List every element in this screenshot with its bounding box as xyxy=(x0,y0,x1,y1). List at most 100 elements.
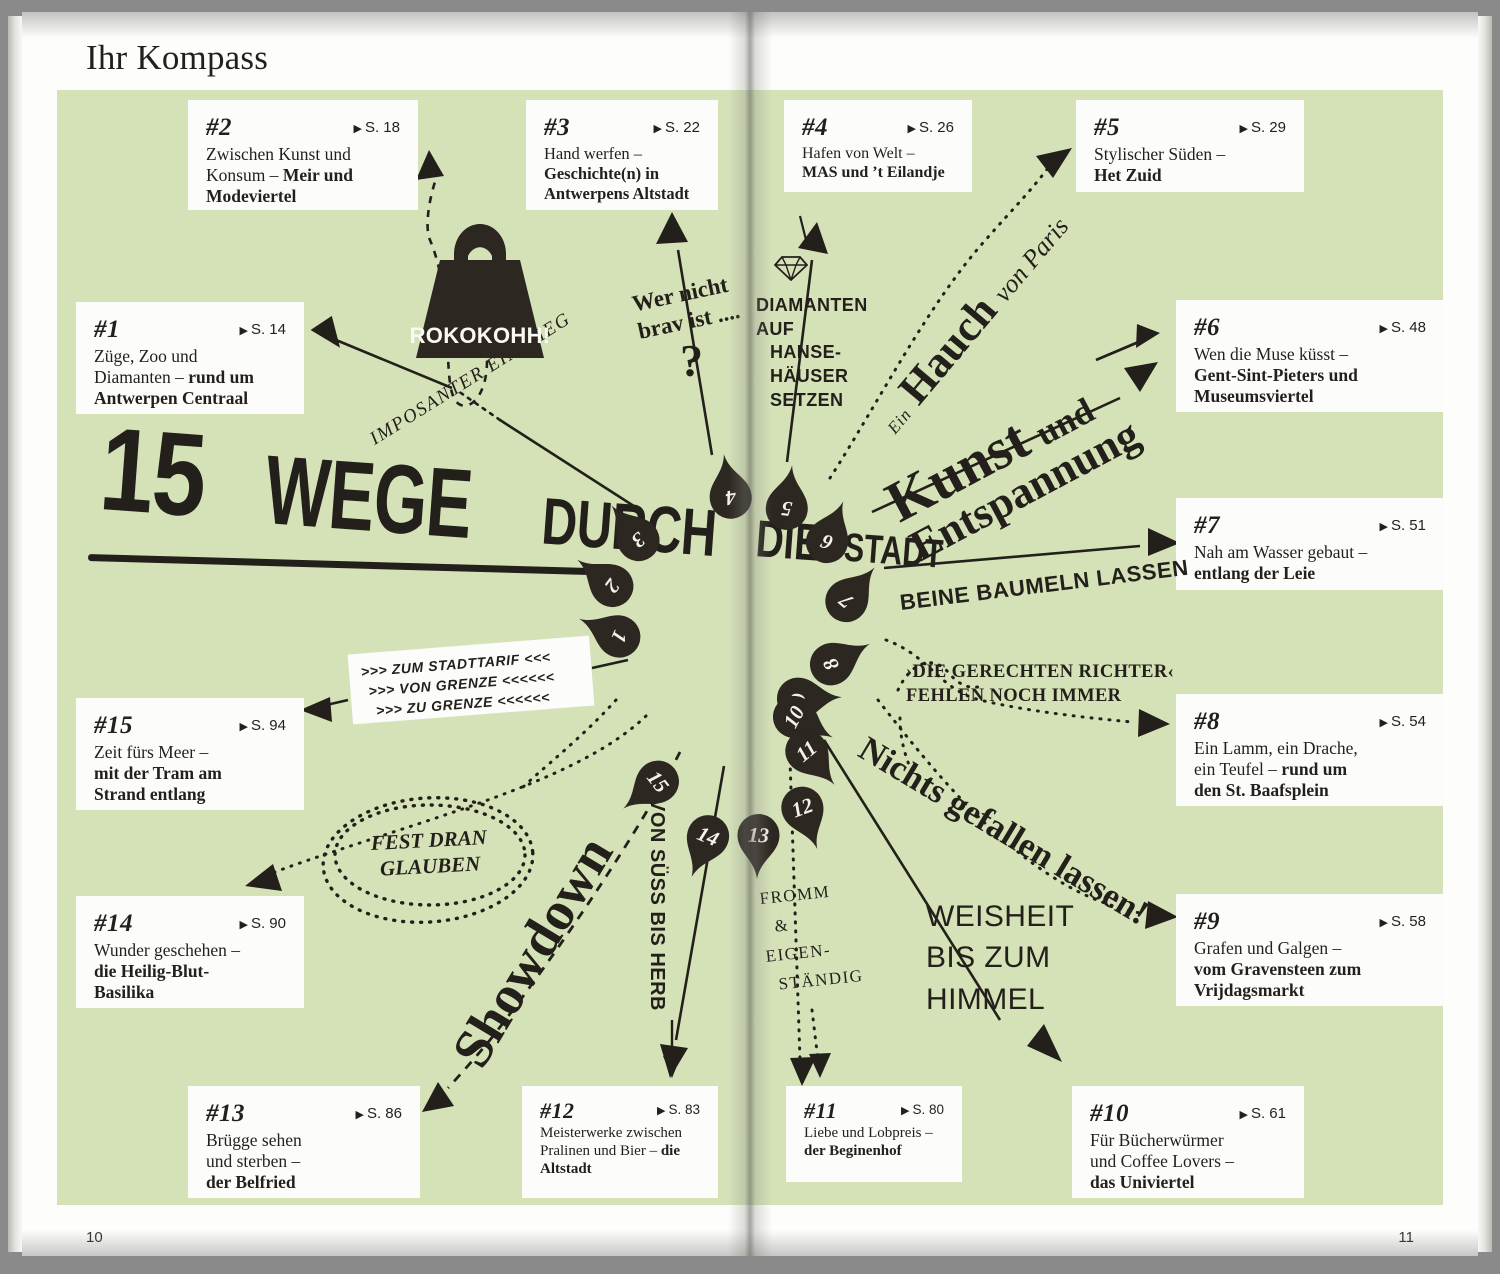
card-12[interactable]: #12 ▶ S. 83 Meisterwerke zwischen Praline… xyxy=(522,1086,718,1198)
map-pin-5[interactable]: 5 xyxy=(760,460,814,537)
card-page-ref: ▶ S. 14 xyxy=(239,321,287,338)
card-number: #11 xyxy=(804,1098,838,1123)
map-pin-13[interactable]: 13 xyxy=(734,808,782,882)
card-5[interactable]: #5 ▶ S. 29 Stylischer Süden – Het Zuid xyxy=(1076,100,1304,192)
pin-label: 5 xyxy=(780,496,793,521)
card-15[interactable]: #15 ▶ S. 94 Zeit fürs Meer – mit der Tram… xyxy=(76,698,304,810)
card-body: Liebe und Lobpreis – der Beginenhof xyxy=(804,1125,933,1160)
card-number: #8 xyxy=(1194,708,1220,735)
map-pin-2[interactable]: 2 xyxy=(562,540,647,620)
card-page-ref: ▶ S. 83 xyxy=(657,1102,700,1117)
triangle-icon: ▶ xyxy=(1379,323,1388,335)
card-number: #9 xyxy=(1194,908,1220,935)
card-9[interactable]: #9 ▶ S. 58 Grafen und Galgen – vom Graven… xyxy=(1176,894,1444,1006)
card-header: #10 ▶ S. 61 xyxy=(1090,1100,1288,1130)
pin-shape: 2 xyxy=(577,559,634,608)
page-edge-left xyxy=(8,16,24,1252)
card-header: #9 ▶ S. 58 xyxy=(1194,908,1428,938)
pin-shape: 15 xyxy=(623,760,680,810)
triangle-icon: ▶ xyxy=(355,1109,364,1121)
card-6[interactable]: #6 ▶ S. 48 Wen die Muse küsst – Gent-Sint… xyxy=(1176,300,1444,412)
map-pin-4[interactable]: 4 xyxy=(701,449,758,527)
triangle-icon: ▶ xyxy=(1379,717,1388,729)
pin-shape: 13 xyxy=(737,813,780,879)
card-14[interactable]: #14 ▶ S. 90 Wunder geschehen – die Heilig… xyxy=(76,896,304,1008)
pin-shape: 6 xyxy=(806,500,849,563)
card-body: Hand werfen – Geschichte(n) in Antwerpen… xyxy=(544,144,690,203)
card-body: Stylischer Süden – Het Zuid xyxy=(1094,144,1226,186)
card-number: #15 xyxy=(94,712,133,739)
card-header: #1 ▶ S. 14 xyxy=(94,316,288,346)
triangle-icon: ▶ xyxy=(239,325,248,337)
map-pin-6[interactable]: 6 xyxy=(796,490,866,574)
card-11[interactable]: #11 ▶ S. 80 Liebe und Lobpreis – der Begi… xyxy=(786,1086,962,1182)
card-number: #14 xyxy=(94,910,133,937)
card-body: Zwischen Kunst und Konsum – Meir und Mod… xyxy=(206,144,353,207)
card-body: Züge, Zoo und Diamanten – rund um Antwer… xyxy=(94,346,254,409)
pin-shape: 1 xyxy=(579,614,641,658)
card-page-ref: ▶ S. 48 xyxy=(1379,319,1427,336)
card-header: #8 ▶ S. 54 xyxy=(1194,708,1428,738)
card-header: #7 ▶ S. 51 xyxy=(1194,512,1428,542)
card-8[interactable]: #8 ▶ S. 54 Ein Lamm, ein Drache, ein Teuf… xyxy=(1176,694,1444,806)
triangle-icon: ▶ xyxy=(353,123,362,135)
card-header: #11 ▶ S. 80 xyxy=(804,1098,946,1124)
card-header: #3 ▶ S. 22 xyxy=(544,114,702,144)
folio-left: 10 xyxy=(86,1229,103,1246)
card-page-ref: ▶ S. 54 xyxy=(1379,713,1427,730)
triangle-icon: ▶ xyxy=(239,919,248,931)
map-pin-1[interactable]: 1 xyxy=(568,597,652,668)
card-body: Grafen und Galgen – vom Gravensteen zum … xyxy=(1194,938,1362,1001)
card-body: Wen die Muse küsst – Gent-Sint-Pieters u… xyxy=(1194,344,1358,407)
card-1[interactable]: #1 ▶ S. 14 Züge, Zoo und Diamanten – rund… xyxy=(76,302,304,414)
card-2[interactable]: #2 ▶ S. 18 Zwischen Kunst und Konsum – Me… xyxy=(188,100,418,210)
card-body: Nah am Wasser gebaut – entlang der Leie xyxy=(1194,542,1368,584)
card-page-ref: ▶ S. 80 xyxy=(901,1102,944,1117)
card-number: #5 xyxy=(1094,114,1120,141)
map-pin-14[interactable]: 14 xyxy=(669,804,739,888)
card-number: #2 xyxy=(206,114,232,141)
card-number: #12 xyxy=(540,1098,575,1123)
card-13[interactable]: #13 ▶ S. 86 Brügge sehen und sterben – de… xyxy=(188,1086,420,1198)
map-pin-10[interactable]: 10 xyxy=(760,684,845,758)
card-number: #13 xyxy=(206,1100,245,1127)
page-edge-right xyxy=(1476,16,1492,1252)
card-header: #2 ▶ S. 18 xyxy=(206,114,402,144)
card-header: #5 ▶ S. 29 xyxy=(1094,114,1288,144)
triangle-icon: ▶ xyxy=(1379,917,1388,929)
pin-label: 13 xyxy=(747,823,769,848)
card-10[interactable]: #10 ▶ S. 61 Für Bücherwürmer und Coffee L… xyxy=(1072,1086,1304,1198)
card-page-ref: ▶ S. 26 xyxy=(907,119,955,136)
triangle-icon: ▶ xyxy=(657,1105,666,1117)
triangle-icon: ▶ xyxy=(239,721,248,733)
folio-right: 11 xyxy=(1398,1229,1414,1246)
triangle-icon: ▶ xyxy=(1239,1109,1248,1121)
card-7[interactable]: #7 ▶ S. 51 Nah am Wasser gebaut – entlang… xyxy=(1176,498,1444,590)
map-pin-15[interactable]: 15 xyxy=(608,748,693,829)
card-number: #4 xyxy=(802,114,828,141)
card-page-ref: ▶ S. 22 xyxy=(653,119,701,136)
pin-shape: 5 xyxy=(765,464,808,530)
card-number: #7 xyxy=(1194,512,1220,539)
triangle-icon: ▶ xyxy=(653,123,662,135)
card-page-ref: ▶ S. 61 xyxy=(1239,1105,1287,1122)
map-pin-8[interactable]: 8 xyxy=(797,622,882,696)
card-number: #10 xyxy=(1090,1100,1129,1127)
pin-shape: 8 xyxy=(809,642,870,686)
card-number: #6 xyxy=(1194,314,1220,341)
card-header: #4 ▶ S. 26 xyxy=(802,114,956,144)
card-3[interactable]: #3 ▶ S. 22 Hand werfen – Geschichte(n) in… xyxy=(526,100,718,210)
card-body: Zeit fürs Meer – mit der Tram am Strand … xyxy=(94,742,222,805)
map-pin-3[interactable]: 3 xyxy=(592,490,673,575)
card-body: Meisterwerke zwischen Pralinen und Bier … xyxy=(540,1125,683,1178)
triangle-icon: ▶ xyxy=(1239,123,1248,135)
card-header: #12 ▶ S. 83 xyxy=(540,1098,702,1124)
card-page-ref: ▶ S. 18 xyxy=(353,119,401,136)
card-body: Wunder geschehen – die Heilig-Blut- Basi… xyxy=(94,940,241,1003)
pin-shape: 7 xyxy=(824,567,875,623)
card-page-ref: ▶ S. 86 xyxy=(355,1105,403,1122)
card-number: #3 xyxy=(544,114,570,141)
card-number: #1 xyxy=(94,316,120,343)
map-pin-7[interactable]: 7 xyxy=(811,551,893,636)
